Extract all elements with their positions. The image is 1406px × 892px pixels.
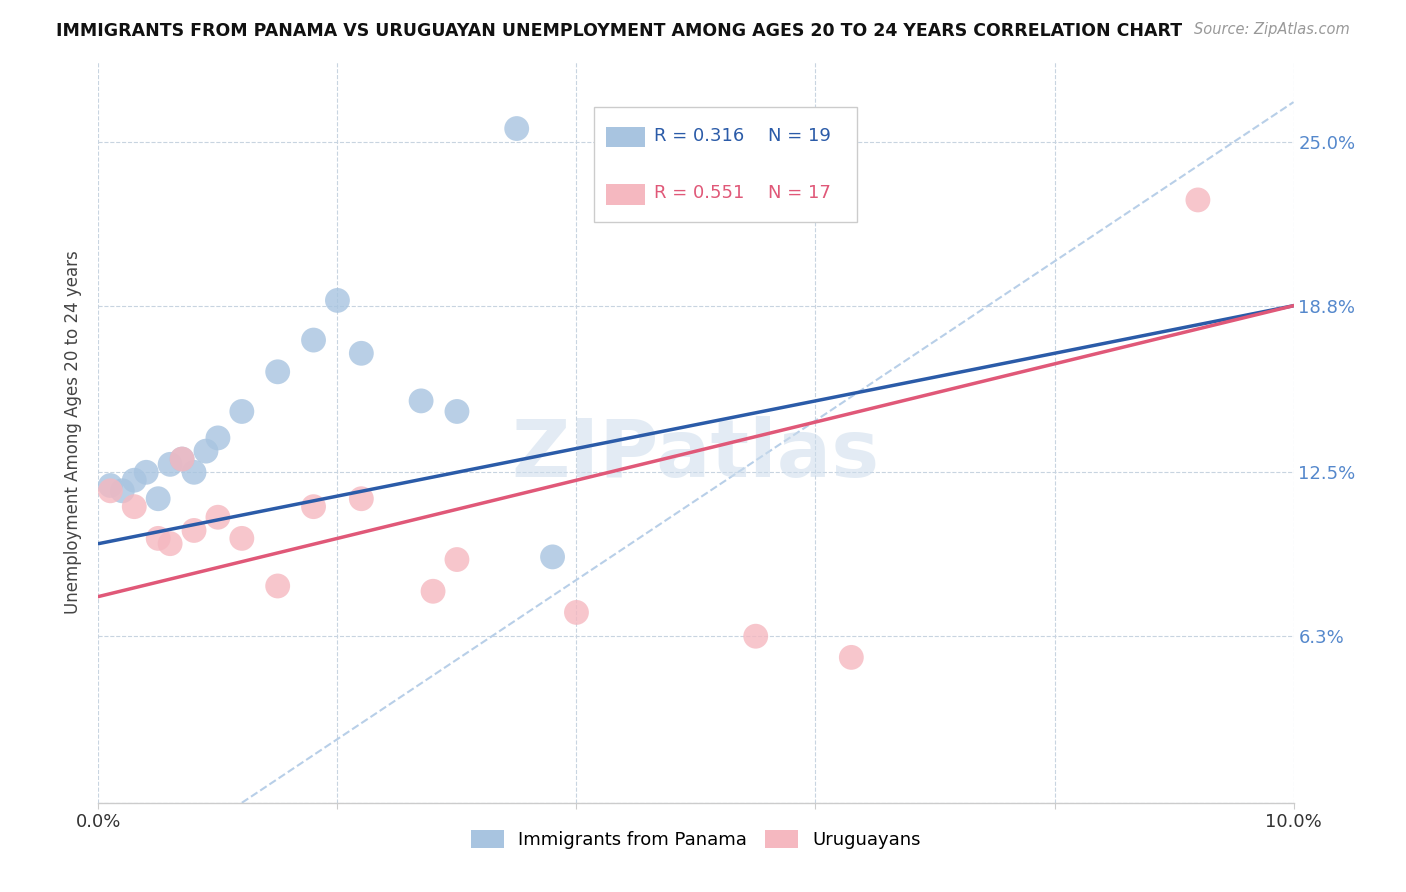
Point bbox=[183, 524, 205, 538]
FancyBboxPatch shape bbox=[606, 184, 644, 205]
Point bbox=[541, 549, 564, 564]
Point bbox=[267, 365, 290, 379]
Point bbox=[422, 584, 444, 599]
Point bbox=[231, 404, 253, 418]
Text: IMMIGRANTS FROM PANAMA VS URUGUAYAN UNEMPLOYMENT AMONG AGES 20 TO 24 YEARS CORRE: IMMIGRANTS FROM PANAMA VS URUGUAYAN UNEM… bbox=[56, 22, 1182, 40]
FancyBboxPatch shape bbox=[595, 107, 858, 221]
Point bbox=[207, 510, 229, 524]
Point bbox=[159, 536, 181, 550]
Point bbox=[195, 444, 218, 458]
Point bbox=[1187, 193, 1209, 207]
Point bbox=[446, 552, 468, 566]
Text: ZIPatlas: ZIPatlas bbox=[512, 416, 880, 494]
Point bbox=[98, 478, 122, 492]
Point bbox=[506, 121, 529, 136]
Point bbox=[565, 606, 588, 620]
Point bbox=[267, 579, 290, 593]
Point bbox=[183, 465, 205, 479]
Point bbox=[124, 473, 146, 487]
Point bbox=[98, 483, 122, 498]
Point bbox=[350, 491, 373, 506]
Point bbox=[159, 458, 181, 472]
Text: R = 0.316: R = 0.316 bbox=[654, 127, 744, 145]
Y-axis label: Unemployment Among Ages 20 to 24 years: Unemployment Among Ages 20 to 24 years bbox=[65, 251, 83, 615]
Point bbox=[745, 629, 768, 643]
Point bbox=[841, 650, 863, 665]
Point bbox=[172, 452, 194, 467]
Point bbox=[446, 404, 468, 418]
Point bbox=[148, 532, 170, 546]
Point bbox=[135, 465, 157, 479]
Text: R = 0.551: R = 0.551 bbox=[654, 184, 745, 202]
Point bbox=[326, 293, 349, 308]
Text: N = 19: N = 19 bbox=[768, 127, 831, 145]
Text: N = 17: N = 17 bbox=[768, 184, 831, 202]
Point bbox=[172, 452, 194, 467]
Point bbox=[148, 491, 170, 506]
Point bbox=[111, 483, 134, 498]
Point bbox=[207, 431, 229, 445]
Point bbox=[124, 500, 146, 514]
Point bbox=[231, 532, 253, 546]
Point bbox=[350, 346, 373, 360]
Legend: Immigrants from Panama, Uruguayans: Immigrants from Panama, Uruguayans bbox=[471, 830, 921, 849]
FancyBboxPatch shape bbox=[606, 127, 644, 147]
Point bbox=[302, 500, 325, 514]
Text: Source: ZipAtlas.com: Source: ZipAtlas.com bbox=[1194, 22, 1350, 37]
Point bbox=[302, 333, 325, 347]
Point bbox=[411, 393, 433, 408]
